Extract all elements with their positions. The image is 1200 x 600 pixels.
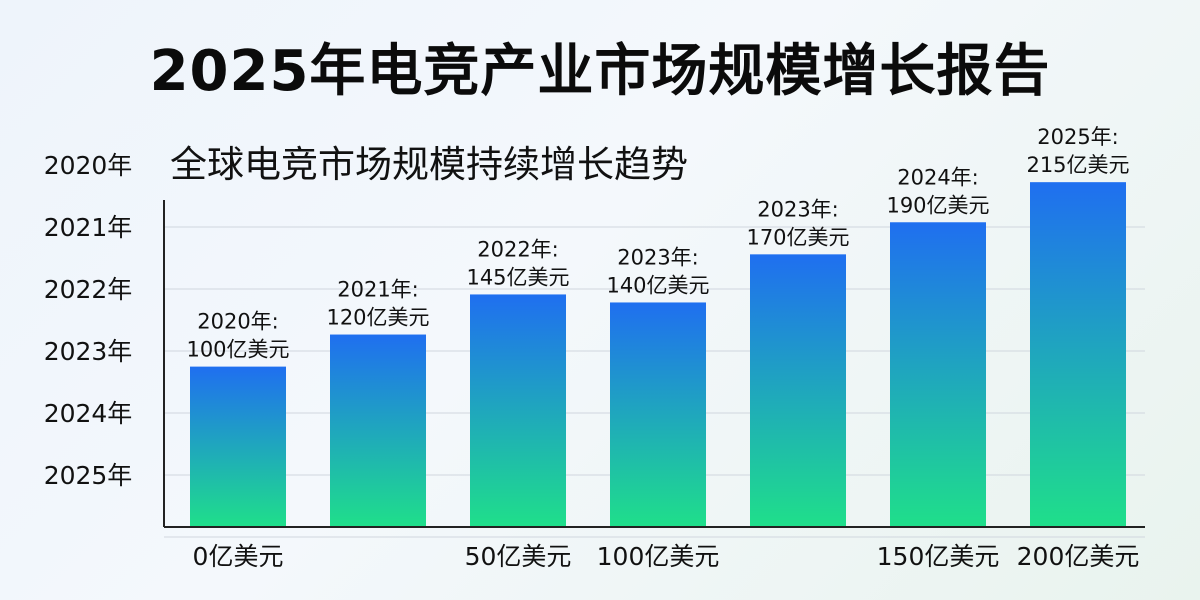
data-label: 190亿美元 (886, 193, 989, 217)
bar (330, 334, 426, 527)
data-label: 2023年: (757, 197, 839, 221)
labels: 2020年 2021年 2022年 2023年 2024年 2025年 2020年: 100亿… (44, 125, 1140, 571)
x-tick-label: 50亿美元 (465, 542, 572, 571)
x-tick-label: 0亿美元 (193, 542, 284, 571)
data-label: 2020年: (197, 310, 279, 334)
data-label: 2024年: (897, 165, 979, 189)
y-tick-label: 2023年 (44, 337, 133, 366)
y-tick-label: 2025年 (44, 461, 133, 490)
y-tick-label: 2020年 (44, 151, 133, 180)
data-label: 120亿美元 (326, 306, 429, 330)
bar (1030, 182, 1126, 527)
bar (890, 222, 986, 527)
x-tick-label: 200亿美元 (1017, 542, 1140, 571)
axes (163, 200, 1145, 528)
page-title: 2025年电竞产业市场规模增长报告 (149, 39, 1051, 104)
bar (190, 366, 286, 527)
x-tick-label: 100亿美元 (597, 542, 720, 571)
data-label: 170亿美元 (746, 225, 849, 249)
y-tick-label: 2024年 (44, 399, 133, 428)
data-label: 2025年: (1037, 125, 1119, 149)
bars (190, 182, 1126, 527)
data-label: 215亿美元 (1026, 153, 1129, 177)
bar (750, 254, 846, 527)
data-label: 140亿美元 (606, 273, 709, 297)
bar (470, 294, 566, 527)
data-label: 145亿美元 (466, 265, 569, 289)
x-tick-label: 150亿美元 (877, 542, 1000, 571)
y-tick-label: 2022年 (44, 275, 133, 304)
y-tick-label: 2021年 (44, 213, 133, 242)
data-label: 2022年: (477, 237, 559, 261)
chart-subtitle: 全球电竞市场规模持续增长趋势 (170, 143, 688, 186)
bar (610, 302, 706, 527)
data-label: 2023年: (617, 245, 699, 269)
data-label: 2021年: (337, 278, 419, 302)
data-label: 100亿美元 (186, 338, 289, 362)
